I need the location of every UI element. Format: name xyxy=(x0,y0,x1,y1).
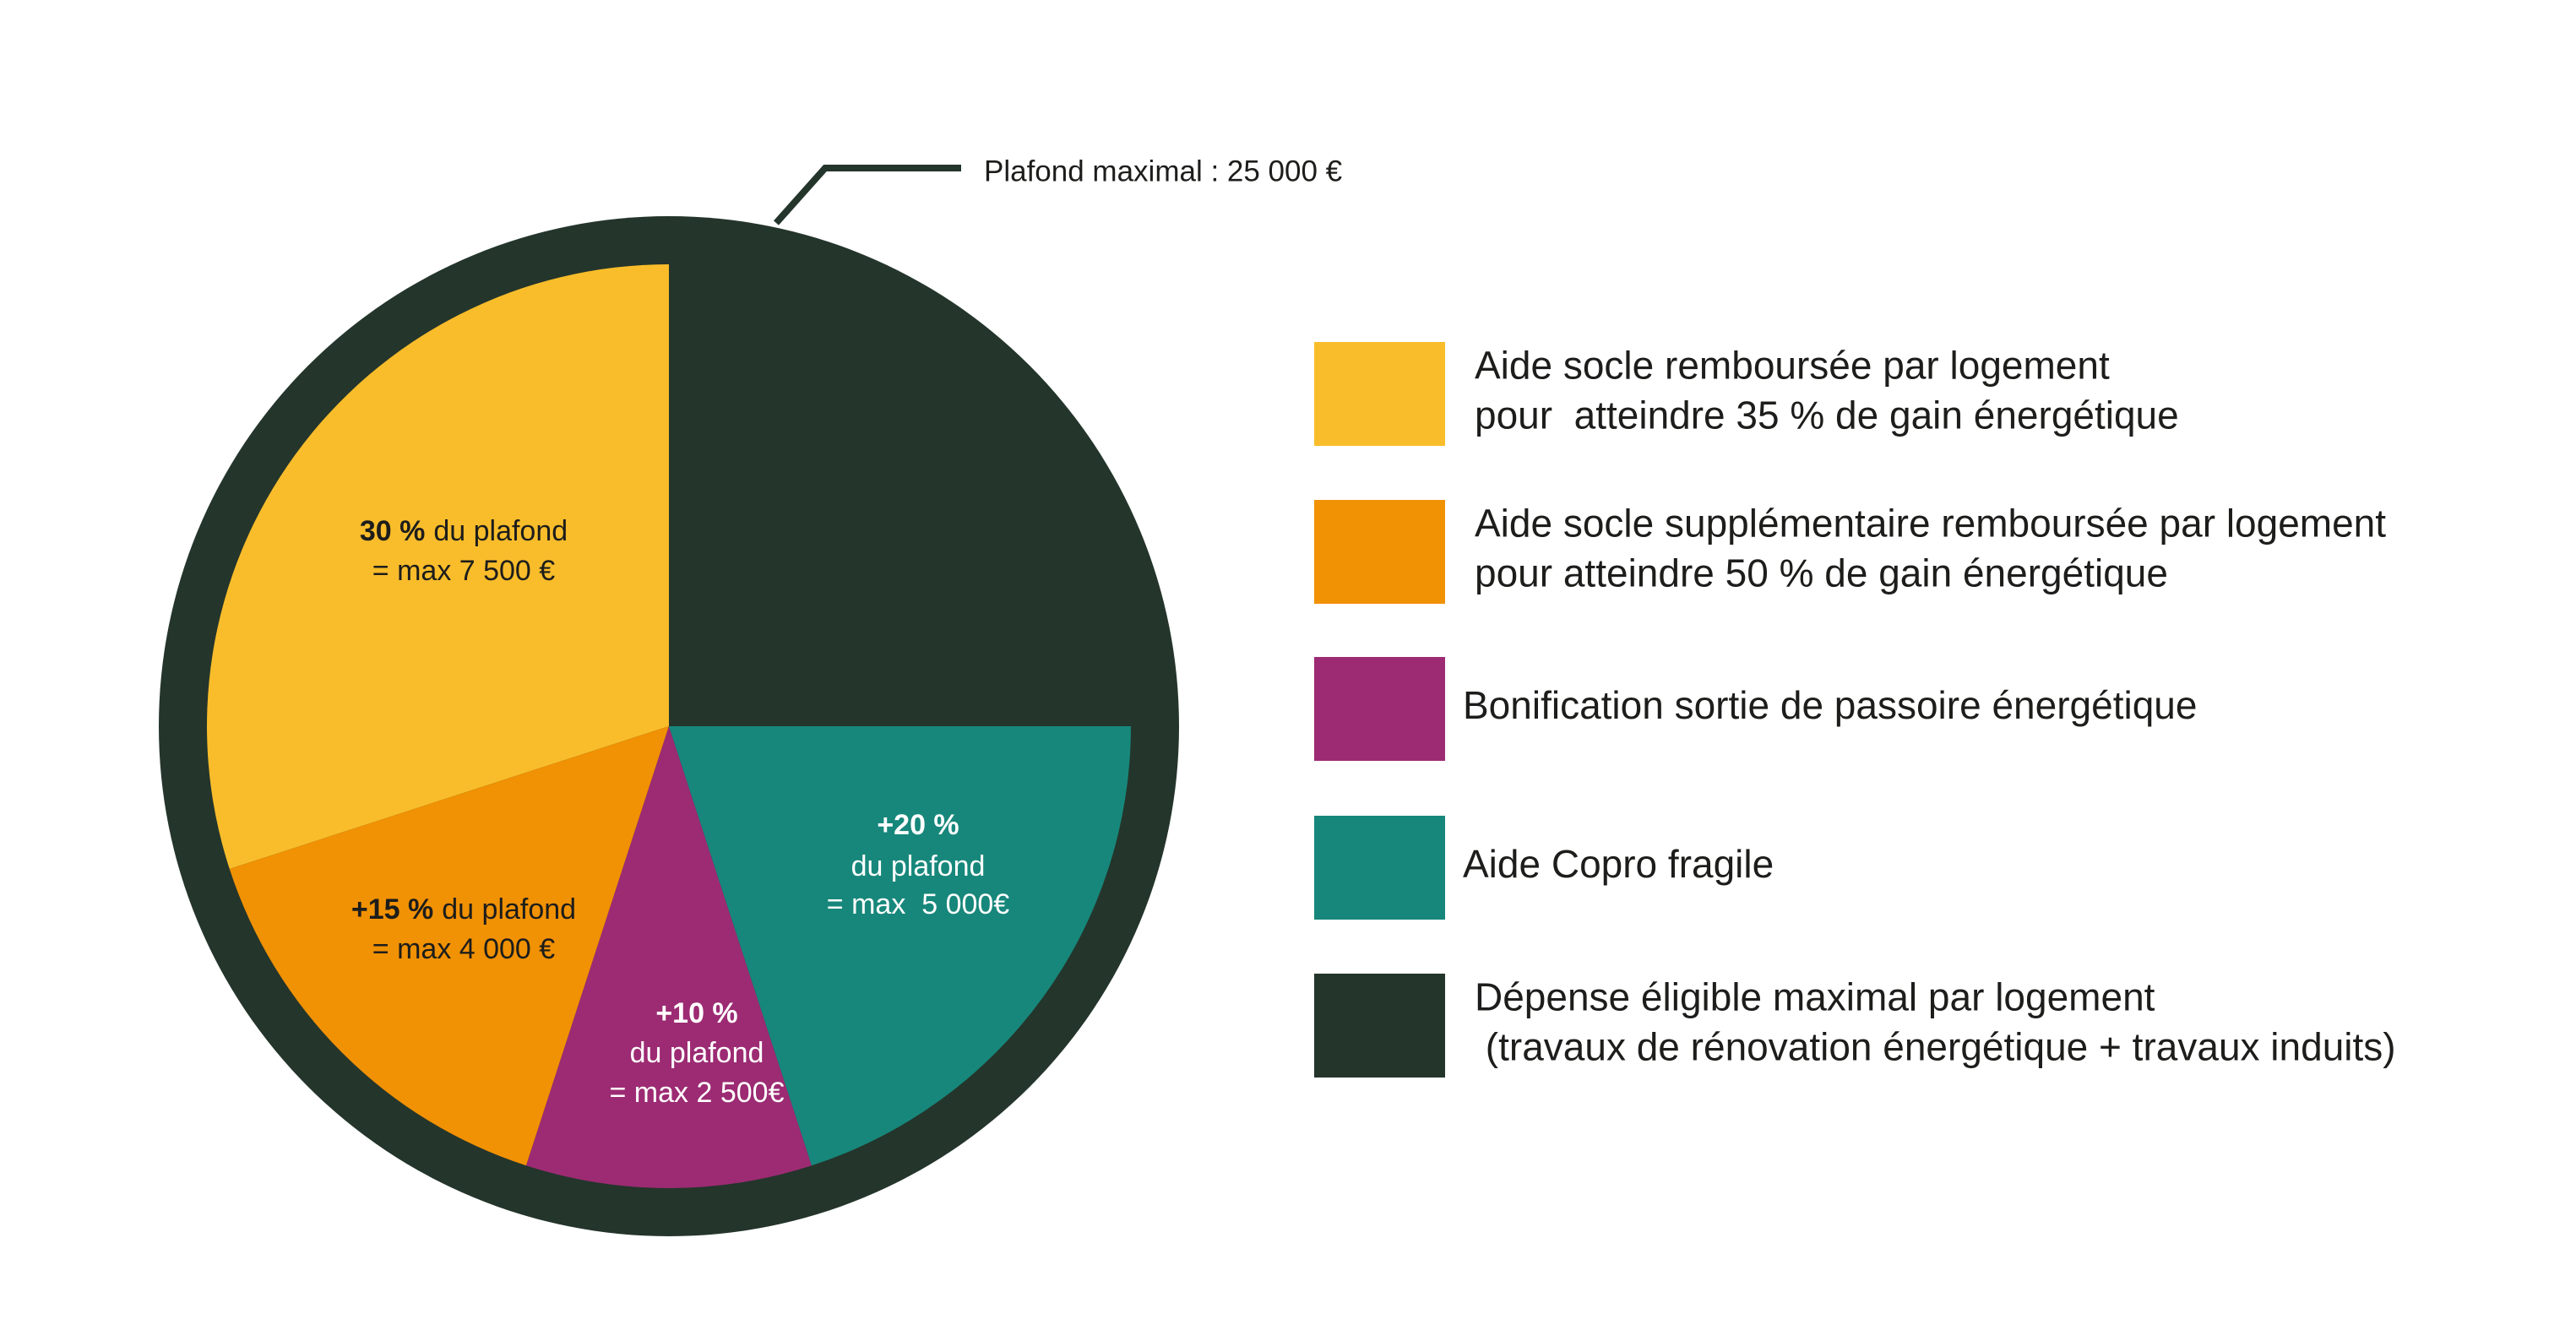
legend-swatch xyxy=(1314,342,1445,446)
slice-note: du plafond xyxy=(630,1037,764,1069)
legend-label: Aide socle remboursée par logement xyxy=(1475,344,2110,388)
annotation: Plafond maximal : 25 000 € xyxy=(984,155,1342,187)
legend-item: Aide socle supplémentaire remboursée par… xyxy=(1314,500,2386,604)
annotation-leader xyxy=(774,165,961,225)
legend-item: Aide socle remboursée par logement pour a… xyxy=(1314,342,2179,446)
slice-value-label: +10 % xyxy=(655,997,737,1029)
slice-value-label: 30 % xyxy=(360,515,426,547)
legend-item: Bonification sortie de passoire énergéti… xyxy=(1314,657,2197,761)
slice-note: du plafond xyxy=(433,515,568,547)
slice-label: +15 % du plafond = max 4 000 € xyxy=(351,893,576,965)
slice-note: = max 5 000€ xyxy=(827,888,1010,920)
pie-slice xyxy=(229,726,669,1166)
slice-note: du plafond xyxy=(442,893,576,926)
slice-label: +20 % du plafond = max 5 000€ xyxy=(827,809,1010,920)
legend-label: pour atteindre 35 % de gain énergétique xyxy=(1475,394,2179,437)
slice-value-label: +15 % xyxy=(351,893,433,926)
slice-label: +10 % du plafond = max 2 500€ xyxy=(610,997,785,1109)
legend-swatch xyxy=(1314,657,1445,761)
legend-item: Dépense éligible maximal par logement (t… xyxy=(1314,974,2396,1078)
pie-slice xyxy=(669,726,1131,1166)
legend-label: Dépense éligible maximal par logement xyxy=(1475,975,2155,1019)
slice-note: du plafond xyxy=(851,850,986,882)
slice-value-label: +20 % xyxy=(877,809,959,841)
pie-slice xyxy=(207,264,669,870)
legend-label: pour atteindre 50 % de gain énergétique xyxy=(1475,551,2168,595)
legend-label: Aide Copro fragile xyxy=(1463,842,1774,886)
slice-note: = max 4 000 € xyxy=(372,933,556,965)
slice-label-line: 30 % du plafond xyxy=(360,515,568,547)
pie-slice xyxy=(669,264,1131,726)
pie-slices xyxy=(207,264,1131,1189)
legend-swatch xyxy=(1314,974,1445,1078)
legend-label: (travaux de rénovation énergétique + tra… xyxy=(1475,1025,2396,1069)
slice-label: 30 % du plafond = max 7 500 € xyxy=(360,515,568,587)
slice-note: = max 7 500 € xyxy=(372,555,556,587)
legend-item: Aide Copro fragile xyxy=(1314,816,1774,920)
pie-slice xyxy=(525,726,812,1189)
legend-label: Bonification sortie de passoire énergéti… xyxy=(1463,683,2197,727)
slice-note: = max 2 500€ xyxy=(610,1077,785,1109)
legend-swatch xyxy=(1314,500,1445,604)
legend-label: Aide socle supplémentaire remboursée par… xyxy=(1475,502,2386,546)
slice-label-line: +15 % du plafond xyxy=(351,893,576,926)
legend-swatch xyxy=(1314,816,1445,920)
